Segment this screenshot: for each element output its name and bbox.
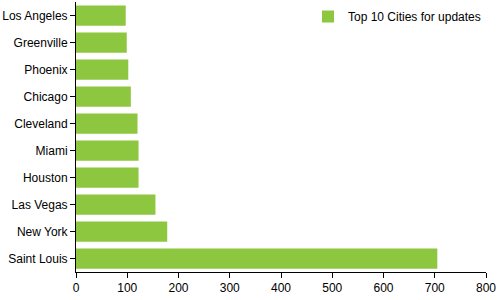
svg-text:200: 200 (168, 281, 188, 295)
svg-text:500: 500 (322, 281, 342, 295)
svg-text:300: 300 (220, 281, 240, 295)
svg-text:Miami: Miami (36, 144, 68, 158)
svg-text:New York: New York (17, 225, 69, 239)
svg-text:400: 400 (271, 281, 291, 295)
svg-text:Chicago: Chicago (24, 90, 68, 104)
svg-text:Los Angeles: Los Angeles (2, 9, 67, 23)
svg-text:Las Vegas: Las Vegas (12, 198, 68, 212)
svg-text:Top 10 Cities for updates: Top 10 Cities for updates (348, 10, 481, 24)
svg-text:Greenville: Greenville (14, 36, 68, 50)
svg-text:100: 100 (117, 281, 137, 295)
svg-text:600: 600 (373, 281, 393, 295)
svg-text:800: 800 (476, 281, 496, 295)
svg-text:0: 0 (73, 281, 80, 295)
svg-text:Cleveland: Cleveland (14, 117, 67, 131)
svg-text:Phoenix: Phoenix (24, 63, 67, 77)
svg-text:Saint Louis: Saint Louis (8, 252, 67, 266)
svg-text:700: 700 (425, 281, 445, 295)
svg-text:Houston: Houston (23, 171, 68, 185)
